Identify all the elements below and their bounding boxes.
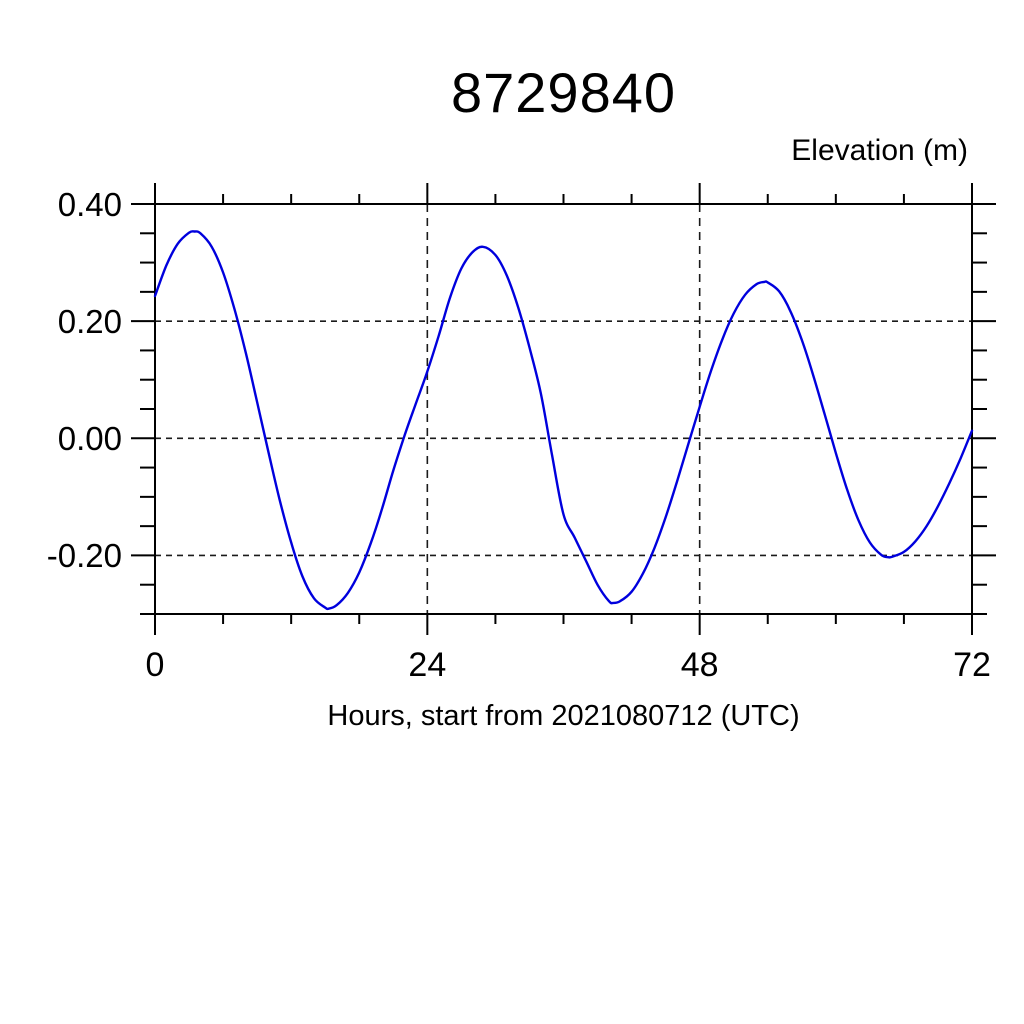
y-tick-label: -0.20 (46, 537, 122, 575)
axis-ticks (131, 183, 996, 635)
elevation-line (153, 230, 974, 611)
y-tick-label: 0.40 (57, 186, 122, 223)
chart-title: 8729840 (450, 61, 676, 124)
gridlines (155, 203, 972, 614)
elevation-curve (153, 230, 974, 611)
x-axis-title: Hours, start from 2021080712 (UTC) (327, 700, 800, 732)
frame-rect (154, 203, 973, 615)
y-tick-label: 0.00 (57, 420, 122, 458)
y-tick-label: 0.20 (57, 303, 122, 341)
x-tick-label: 0 (145, 646, 165, 684)
x-tick-label: 48 (680, 646, 719, 684)
y-axis-unit-label: Elevation (m) (791, 134, 968, 167)
x-tick-label: 24 (408, 646, 447, 684)
x-tick-label: 72 (953, 646, 991, 684)
plot-frame (154, 203, 973, 615)
